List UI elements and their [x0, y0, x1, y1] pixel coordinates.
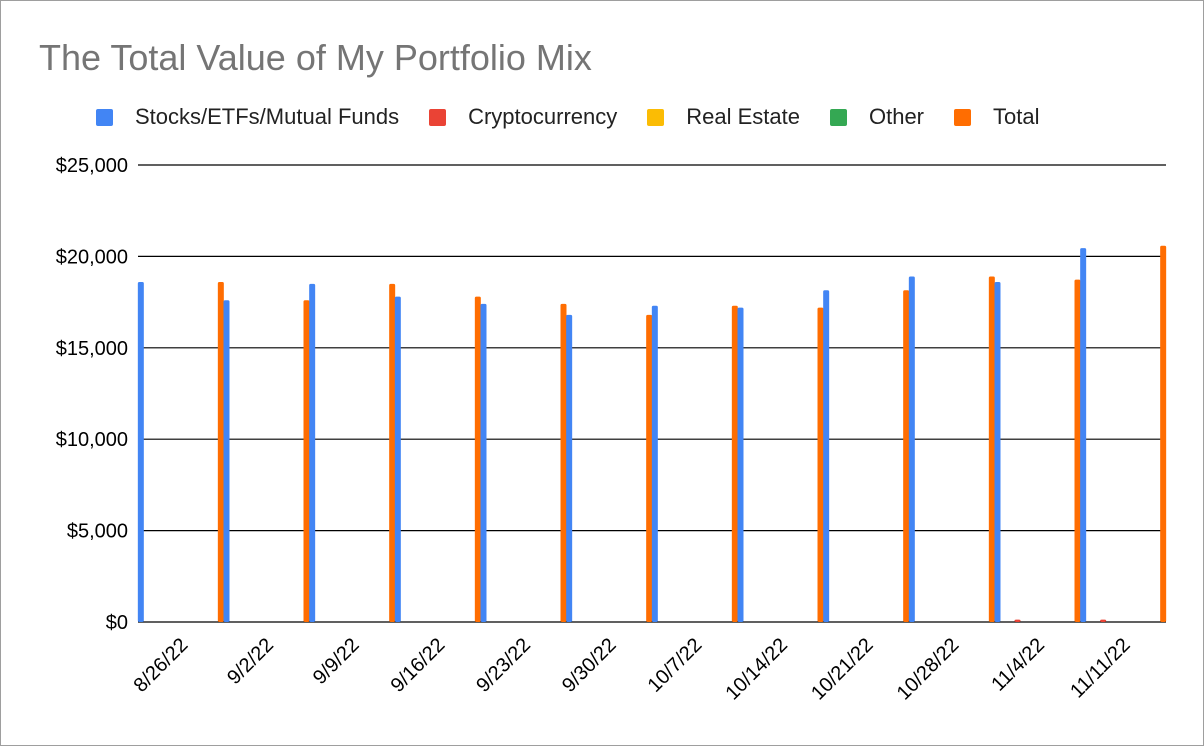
bar [988, 276, 995, 622]
bar [823, 290, 830, 622]
y-tick-label: $10,000 [56, 429, 128, 451]
bar [994, 281, 1001, 622]
legend-swatch [647, 108, 665, 126]
x-tick-label: 10/28/22 [893, 634, 964, 705]
x-tick-label: 10/21/22 [807, 634, 878, 705]
bar [651, 305, 658, 622]
bar [309, 283, 316, 622]
legend-label: Total [993, 104, 1040, 129]
legend-label: Real Estate [686, 104, 800, 129]
bar [303, 300, 310, 622]
x-tick-label: 10/14/22 [721, 634, 792, 705]
bar [737, 307, 744, 622]
bar [817, 307, 824, 622]
bar [908, 276, 915, 622]
x-tick-label: 10/7/22 [644, 634, 707, 697]
chart-title: The Total Value of My Portfolio Mix [39, 37, 592, 78]
legend-item: Stocks/ETFs/Mutual Funds [96, 104, 399, 130]
bar [389, 283, 396, 622]
x-tick-label: 9/2/22 [223, 634, 278, 689]
bar [566, 314, 573, 622]
chart-legend: Stocks/ETFs/Mutual Funds Cryptocurrency Re… [96, 102, 1070, 132]
x-tick-label: 9/23/22 [472, 634, 535, 697]
legend-item: Total [954, 104, 1040, 130]
y-tick-label: $25,000 [56, 155, 128, 177]
bar [1074, 279, 1081, 622]
x-tick-label: 11/4/22 [987, 634, 1049, 696]
bar [137, 281, 144, 622]
y-tick-label: $0 [106, 612, 128, 634]
legend-label: Other [868, 104, 925, 129]
bar [223, 300, 230, 622]
legend-item: Other [829, 104, 925, 130]
bar [217, 281, 224, 622]
y-tick-label: $15,000 [56, 338, 128, 360]
bar [474, 296, 481, 622]
bar [1100, 619, 1107, 622]
x-tick-label: 9/30/22 [558, 634, 621, 697]
bar [560, 303, 567, 622]
bar [903, 290, 910, 622]
legend-label: Stocks/ETFs/Mutual Funds [135, 104, 400, 129]
bar [394, 296, 401, 622]
legend-item: Real Estate [647, 104, 800, 130]
bar [480, 303, 487, 622]
legend-swatch [954, 108, 972, 126]
y-tick-label: $5,000 [67, 521, 128, 543]
x-tick-label: 8/26/22 [130, 634, 193, 697]
legend-swatch [96, 108, 113, 126]
x-tick-label: 9/9/22 [309, 634, 364, 689]
x-tick-label: 9/16/22 [387, 634, 450, 697]
bar [1160, 245, 1167, 622]
bar [731, 305, 738, 622]
legend-swatch [429, 108, 447, 126]
x-tick-label: 11/11/22 [1066, 634, 1135, 703]
bar [1080, 248, 1087, 622]
bar [1014, 619, 1021, 622]
y-tick-label: $20,000 [56, 246, 128, 268]
bar [646, 314, 653, 622]
legend-label: Cryptocurrency [468, 104, 618, 129]
legend-item: Cryptocurrency [429, 104, 617, 130]
legend-swatch [829, 108, 847, 126]
